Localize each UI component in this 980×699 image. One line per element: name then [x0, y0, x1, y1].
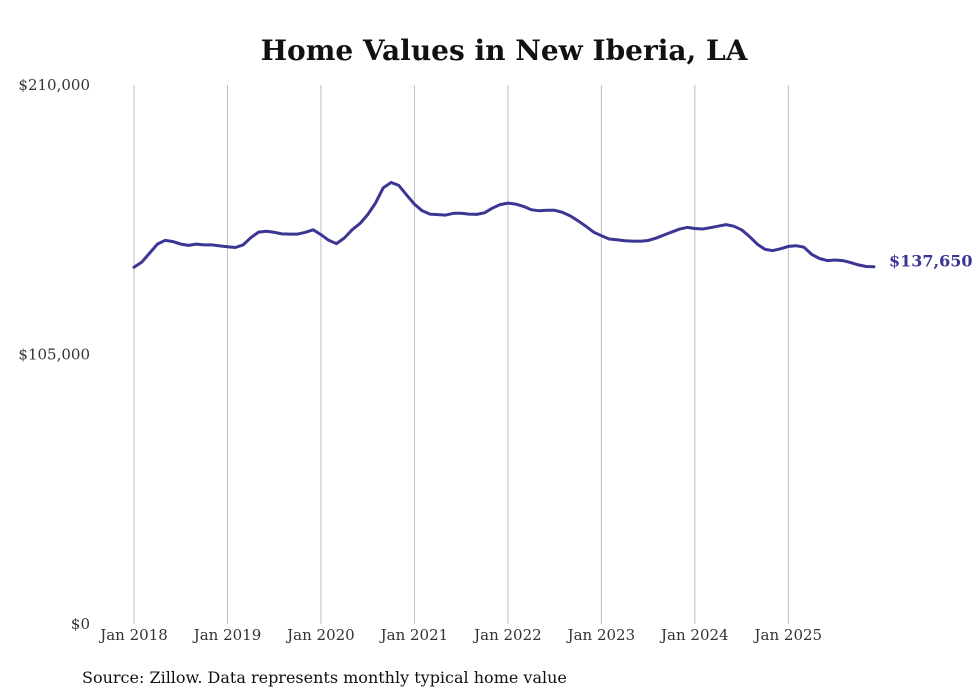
series-line — [132, 181, 876, 269]
y-axis-ticks: $0 $105,000 $210,000 — [18, 76, 90, 633]
y-tick-label: $0 — [71, 615, 90, 633]
y-tick-label: $210,000 — [18, 76, 90, 94]
x-tick-label: Jan 2018 — [98, 626, 168, 644]
line-chart: Home Values in New Iberia, LA $0 $105,000… — [18, 34, 973, 644]
x-axis-ticks: Jan 2018 Jan 2019 Jan 2020 Jan 2021 Jan 2022… — [98, 626, 822, 644]
x-tick-label: Jan 2021 — [379, 626, 449, 644]
x-tick-label: Jan 2024 — [659, 626, 729, 644]
x-tick-label: Jan 2020 — [285, 626, 355, 644]
x-tick-label: Jan 2023 — [566, 626, 636, 644]
x-tick-label: Jan 2022 — [472, 626, 542, 644]
series-layer: $137,650 — [132, 181, 973, 271]
x-tick-label: Jan 2025 — [753, 626, 823, 644]
x-tick-label: Jan 2019 — [192, 626, 262, 644]
vertical-gridlines — [133, 85, 789, 624]
source-note: Source: Zillow. Data represents monthly … — [82, 668, 567, 687]
y-tick-label: $105,000 — [18, 346, 90, 364]
end-value-label: $137,650 — [889, 252, 973, 271]
chart-title: Home Values in New Iberia, LA — [261, 34, 749, 67]
